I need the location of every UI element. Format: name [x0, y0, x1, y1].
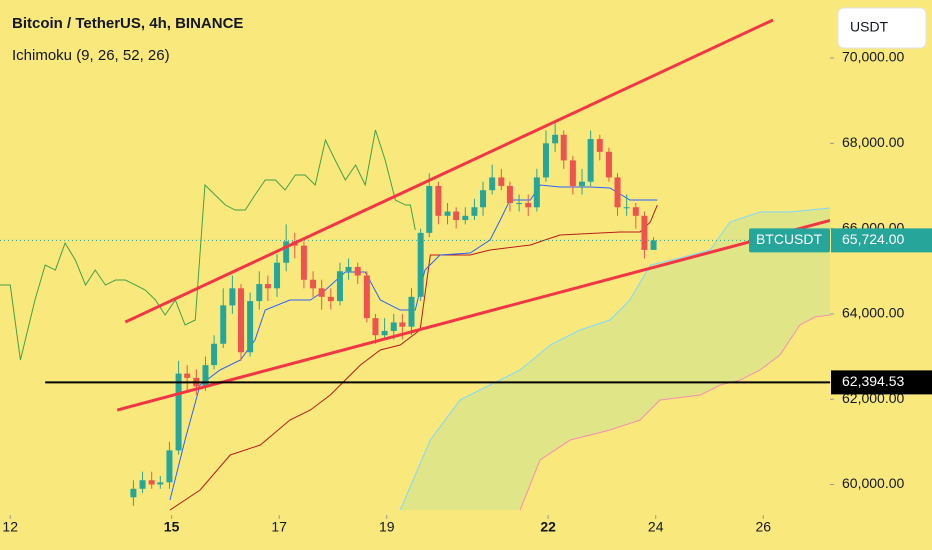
candle-body	[283, 241, 290, 263]
candle-body	[300, 245, 307, 280]
candle-body	[336, 271, 343, 302]
senkou-span-a	[399, 207, 830, 511]
x-tick-label: 26	[756, 519, 772, 535]
senkou-span-b	[519, 314, 830, 511]
candle-body	[139, 480, 146, 489]
x-tick-label: 12	[2, 519, 18, 535]
candle-body	[157, 482, 164, 485]
candle-body	[202, 365, 209, 387]
candle-body	[579, 181, 586, 186]
candle-body	[237, 288, 244, 353]
ichimoku-cloud	[400, 208, 830, 511]
candle-body	[274, 262, 281, 289]
y-tick-label: 70,000.00	[842, 49, 904, 65]
candle-body	[264, 284, 271, 289]
candle-body	[650, 240, 657, 250]
candle-body	[327, 296, 334, 302]
candle-body	[560, 134, 567, 161]
candle-body	[480, 190, 487, 208]
candle-body	[363, 275, 370, 319]
candle-body	[605, 151, 612, 178]
x-tick-label: 19	[379, 519, 395, 535]
candle-body	[390, 322, 397, 331]
candle-body	[552, 134, 559, 144]
kijun-sen	[169, 204, 658, 511]
candle-body	[426, 185, 433, 233]
candle-body	[310, 279, 317, 289]
y-tick-label: 60,000.00	[842, 475, 904, 491]
candle-body	[587, 139, 594, 182]
symbol-badge	[749, 228, 830, 253]
candle-body	[569, 160, 576, 186]
candle-body	[175, 373, 182, 451]
candle-body	[408, 296, 415, 327]
currency-button[interactable]	[837, 7, 927, 49]
chikou-span	[0, 129, 416, 361]
candle-body	[542, 143, 549, 178]
candle-body	[220, 305, 227, 344]
candle-body	[435, 185, 442, 216]
candle-body	[516, 203, 523, 205]
candle-body	[444, 211, 451, 216]
y-tick-label: 64,000.00	[842, 305, 904, 321]
candle-body	[229, 288, 236, 306]
candle-body	[166, 450, 173, 483]
chart-title: Bitcoin / TetherUS, 4h, BINANCE	[12, 15, 243, 32]
candle-body	[130, 488, 137, 498]
x-tick-label: 17	[271, 519, 287, 535]
candle-body	[354, 266, 361, 276]
candle-body	[211, 343, 218, 366]
candle-body	[525, 203, 532, 208]
x-tick-label: 15	[164, 519, 180, 535]
candle-body	[506, 185, 513, 204]
candle-body	[533, 177, 540, 208]
candle-body	[471, 207, 478, 216]
candle-body	[318, 288, 325, 297]
candle-body	[632, 207, 639, 216]
x-tick-label: 22	[540, 519, 556, 535]
plot-area	[0, 18, 830, 511]
indicator-label: Ichimoku (9, 26, 52, 26)	[12, 47, 170, 64]
trend-line	[116, 219, 830, 412]
x-tick-label: 24	[648, 519, 664, 535]
level-badge	[831, 370, 932, 395]
candle-body	[623, 207, 630, 209]
symbol-badge-label: BTCUSDT	[756, 231, 823, 247]
candle-body	[641, 215, 648, 250]
candle-body	[399, 322, 406, 327]
candle-body	[184, 373, 191, 378]
candle-body	[489, 177, 496, 191]
candle-body	[381, 330, 388, 336]
candle-body	[596, 139, 603, 152]
y-tick-label: 68,000.00	[842, 134, 904, 150]
axes: 60,000.0062,000.0064,000.0066,000.0068,0…	[2, 49, 932, 535]
candle-body	[247, 301, 254, 353]
candle-body	[417, 232, 424, 297]
trend-line	[124, 18, 774, 324]
candle-body	[256, 284, 263, 302]
price-badge	[831, 228, 932, 253]
currency-button-label[interactable]: USDT	[850, 19, 889, 35]
candle-body	[614, 177, 621, 208]
price-badge-label: 65,724.00	[842, 231, 904, 247]
candle-body	[453, 211, 460, 221]
candle-body	[345, 266, 352, 272]
candle-body	[148, 480, 155, 485]
candle-body	[498, 177, 505, 186]
candle-body	[372, 318, 379, 336]
candle-body	[462, 215, 469, 221]
level-badge-label: 62,394.53	[842, 373, 904, 389]
